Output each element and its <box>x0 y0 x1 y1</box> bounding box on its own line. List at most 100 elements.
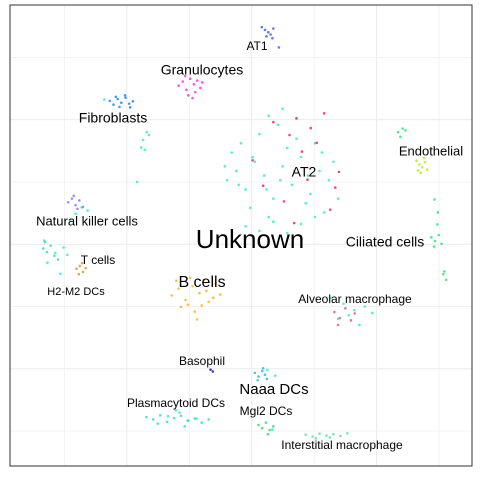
point <box>66 201 70 204</box>
point <box>285 231 289 235</box>
point <box>282 200 286 203</box>
point <box>207 418 210 421</box>
point <box>269 33 272 36</box>
point <box>81 205 85 209</box>
point <box>333 310 336 314</box>
point <box>102 98 106 101</box>
point <box>127 102 131 105</box>
point <box>271 428 274 431</box>
point <box>172 416 176 420</box>
point <box>209 368 212 371</box>
point <box>166 414 170 418</box>
point <box>436 223 439 226</box>
point <box>442 272 445 276</box>
point <box>306 174 310 177</box>
point <box>45 250 49 254</box>
point <box>175 279 178 282</box>
point <box>440 242 443 246</box>
point <box>420 165 424 169</box>
point <box>344 307 347 310</box>
point <box>62 246 65 249</box>
point <box>214 282 217 285</box>
point <box>139 146 143 149</box>
point <box>272 27 275 30</box>
point <box>147 133 151 137</box>
point <box>124 96 127 99</box>
point <box>416 169 420 172</box>
point <box>258 132 261 136</box>
cluster-label: Unknown <box>196 224 304 254</box>
point <box>75 267 78 270</box>
plot-panel <box>10 5 472 466</box>
point <box>295 137 298 140</box>
point <box>141 138 145 142</box>
point <box>251 155 254 159</box>
point <box>277 46 281 49</box>
point <box>200 421 204 424</box>
point <box>235 169 238 173</box>
point <box>244 224 247 228</box>
point <box>192 82 196 86</box>
point <box>309 192 312 196</box>
point <box>69 219 72 223</box>
cluster-label: Fibroblasts <box>79 110 147 126</box>
point <box>288 133 291 137</box>
cluster-label: Plasmacytoid DCs <box>127 396 225 410</box>
point <box>276 123 280 127</box>
point <box>70 197 74 200</box>
plot-border <box>9 4 473 467</box>
point <box>59 272 62 276</box>
point <box>318 169 321 173</box>
cluster-label: Endothelial <box>399 143 463 158</box>
point <box>328 208 332 211</box>
point <box>338 316 342 320</box>
point <box>272 120 275 124</box>
point <box>118 105 121 109</box>
point <box>193 417 197 420</box>
point <box>314 437 318 440</box>
point <box>437 233 441 237</box>
point <box>43 240 47 244</box>
point <box>170 294 173 297</box>
point <box>263 373 267 377</box>
point <box>263 28 267 32</box>
point <box>271 36 274 40</box>
cluster-label: Interstitial macrophage <box>281 438 403 452</box>
cluster-label: Granulocytes <box>161 62 243 78</box>
point <box>177 287 180 290</box>
point <box>84 266 88 270</box>
point <box>56 258 60 261</box>
point <box>145 130 149 134</box>
point <box>401 127 405 130</box>
point <box>177 84 180 87</box>
cluster-label: Naaa DCs <box>239 381 308 398</box>
point <box>290 183 294 187</box>
point <box>332 160 335 164</box>
point <box>261 184 265 188</box>
point <box>223 165 227 168</box>
point <box>260 25 264 29</box>
point <box>200 304 204 307</box>
point <box>304 201 307 205</box>
point <box>253 371 257 375</box>
point <box>151 418 155 421</box>
point <box>78 264 82 268</box>
point <box>267 215 271 219</box>
point <box>272 197 275 200</box>
point <box>181 80 185 83</box>
point <box>211 370 215 373</box>
point <box>292 221 296 225</box>
point <box>342 302 345 306</box>
point <box>442 270 446 273</box>
point <box>199 86 202 90</box>
point <box>257 423 260 427</box>
point <box>272 220 275 223</box>
point <box>281 107 284 111</box>
cluster-label: Natural killer cells <box>36 213 138 228</box>
point <box>184 298 187 302</box>
point <box>370 311 374 315</box>
point <box>285 146 289 150</box>
point <box>292 169 296 173</box>
point <box>272 425 275 428</box>
point <box>174 408 178 412</box>
